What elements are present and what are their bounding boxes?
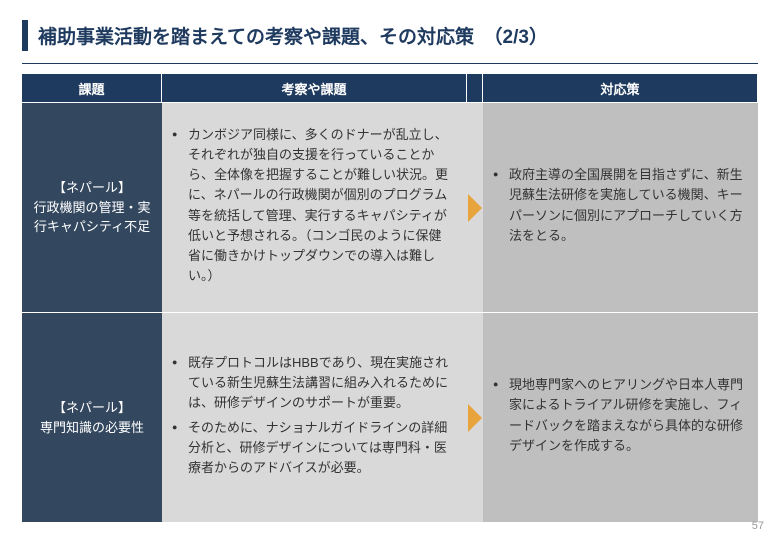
row2-mid: 既存プロトコルはHBBであり、現在実施されている新生児蘇生法講習に組み入れるため… xyxy=(162,312,467,522)
row1-right: 政府主導の全国展開を目指さずに、新生児蘇生法研修を実施している機関、キーパーソン… xyxy=(483,102,758,312)
header-col2: 考察や課題 xyxy=(162,74,467,102)
content-table: 課題 考察や課題 対応策 【ネパール】行政機関の管理・実行キャパシティ不足 カン… xyxy=(22,74,758,522)
row1-mid: カンボジア同様に、多くのドナーが乱立し、それぞれが独自の支援を行っていることから… xyxy=(162,102,467,312)
arrow-icon xyxy=(468,194,482,222)
row1-label: 【ネパール】行政機関の管理・実行キャパシティ不足 xyxy=(22,102,162,312)
row2-label: 【ネパール】専門知識の必要性 xyxy=(22,312,162,522)
row2-right: 現地専門家へのヒアリングや日本人専門家によるトライアル研修を実施し、フィードバッ… xyxy=(483,312,758,522)
header-gap xyxy=(467,74,483,102)
title-accent xyxy=(22,20,28,51)
header-col1: 課題 xyxy=(22,74,162,102)
arrow-icon xyxy=(468,404,482,432)
title-bar: 補助事業活動を踏まえての考察や課題、その対応策 （2/3） xyxy=(22,20,758,51)
row2-arrow-cell xyxy=(467,312,483,522)
header-col3: 対応策 xyxy=(483,74,758,102)
row1-arrow-cell xyxy=(467,102,483,312)
title-underline xyxy=(22,63,758,64)
page-title: 補助事業活動を踏まえての考察や課題、その対応策 （2/3） xyxy=(38,20,548,51)
page-number: 57 xyxy=(752,520,764,532)
